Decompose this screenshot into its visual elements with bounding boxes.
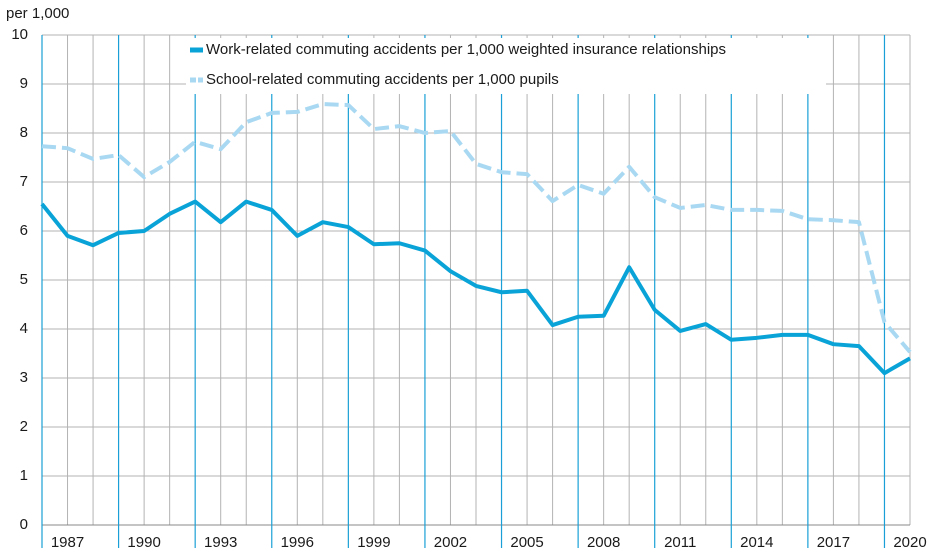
data-line (41, 102, 912, 354)
x-tick-label: 2008 (587, 534, 620, 551)
x-tick-label: 1999 (357, 534, 390, 551)
x-tick-label: 2014 (740, 534, 773, 551)
legend-background (186, 38, 826, 94)
x-tick-label: 1996 (281, 534, 314, 551)
x-tick-label: 1990 (127, 534, 160, 551)
y-tick-label: 9 (20, 75, 28, 92)
y-tick-label: 6 (20, 222, 28, 239)
y-tick-label: 7 (20, 173, 28, 190)
y-axis-label: per 1,000 (6, 5, 69, 22)
y-tick-label: 0 (20, 516, 28, 533)
y-tick-label: 3 (20, 369, 28, 386)
y-tick-label: 10 (11, 26, 28, 43)
y-tick-label: 5 (20, 271, 28, 288)
x-tick-label: 1987 (51, 534, 84, 551)
y-tick-label: 1 (20, 467, 28, 484)
x-tick-label: 2011 (664, 534, 696, 551)
legend-label: Work-related commuting accidents per 1,0… (206, 41, 726, 58)
x-tick-label: 1993 (204, 534, 237, 551)
x-tick-label: 2002 (434, 534, 467, 551)
x-tick-label: 2020 (893, 534, 926, 551)
y-tick-label: 8 (20, 124, 28, 141)
x-tick-label: 2017 (817, 534, 850, 551)
x-tick-label: 2005 (510, 534, 543, 551)
y-tick-label: 4 (20, 320, 28, 337)
data-line (40, 199, 911, 376)
y-tick-label: 2 (20, 418, 28, 435)
legend-label: School-related commuting accidents per 1… (206, 71, 559, 88)
legend: Work-related commuting accidents per 1,0… (186, 38, 826, 94)
